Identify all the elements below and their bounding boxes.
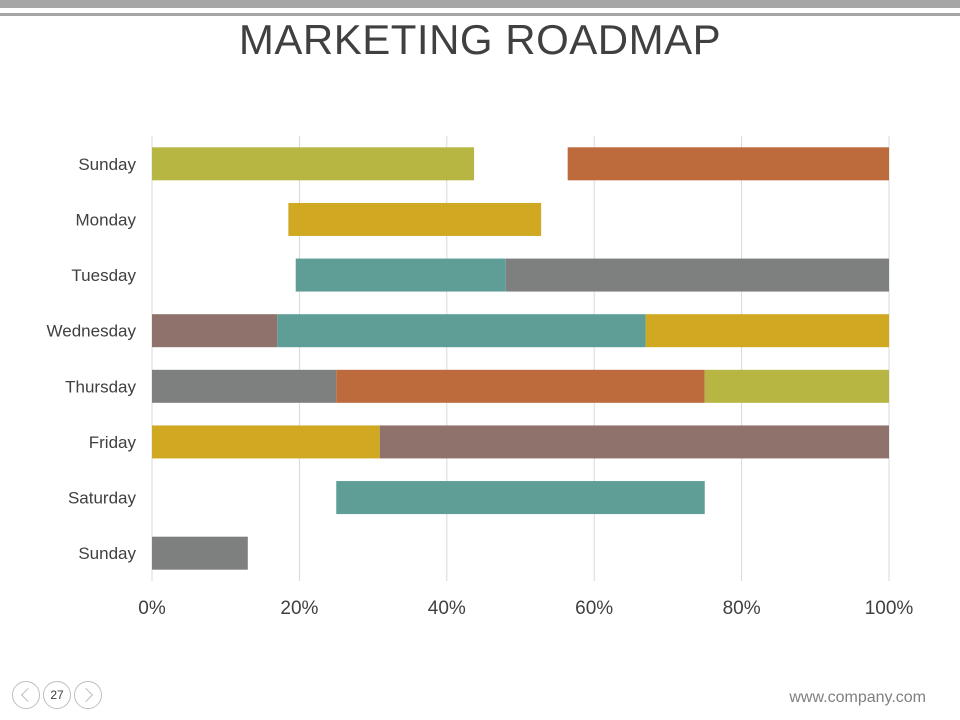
bar-segment — [505, 258, 889, 292]
slide-navigation: 27 — [12, 681, 104, 713]
x-tick-label: 40% — [428, 598, 466, 619]
top-rule-thin — [0, 13, 960, 16]
chevron-right-icon — [78, 687, 94, 703]
bar-segment — [704, 369, 889, 403]
x-tick-label: 20% — [280, 598, 318, 619]
category-label: Wednesday — [47, 322, 137, 341]
chevron-left-icon — [20, 687, 36, 703]
bar-segment — [152, 536, 248, 570]
website-url: www.company.com — [789, 689, 926, 706]
category-label: Thursday — [65, 377, 136, 396]
page-title: MARKETING ROADMAP — [238, 16, 722, 63]
bar-segment — [379, 425, 889, 459]
bar-segment — [567, 147, 889, 181]
x-tick-label: 60% — [575, 598, 613, 619]
category-label: Friday — [89, 433, 137, 452]
category-label: Tuesday — [71, 266, 136, 285]
bar-segment — [336, 481, 705, 515]
bar-segment — [152, 425, 380, 459]
bar-segment — [152, 147, 475, 181]
category-label: Sunday — [78, 155, 136, 174]
x-tick-label: 80% — [723, 598, 761, 619]
bar-segment — [295, 258, 506, 292]
bar-segment — [288, 202, 542, 236]
x-tick-label: 0% — [138, 598, 166, 619]
category-label: Monday — [76, 210, 137, 229]
bar-segment — [277, 314, 646, 348]
previous-slide-button[interactable] — [12, 681, 40, 709]
page-number: 27 — [43, 681, 71, 709]
next-slide-button[interactable] — [74, 681, 102, 709]
top-rule-thick — [0, 0, 960, 8]
bar-segment — [152, 369, 337, 403]
bar-segment — [152, 314, 278, 348]
bar-segment — [645, 314, 889, 348]
category-label: Saturday — [68, 489, 137, 508]
x-tick-label: 100% — [865, 598, 914, 619]
category-label: Sunday — [78, 544, 136, 563]
bar-segment — [336, 369, 705, 403]
